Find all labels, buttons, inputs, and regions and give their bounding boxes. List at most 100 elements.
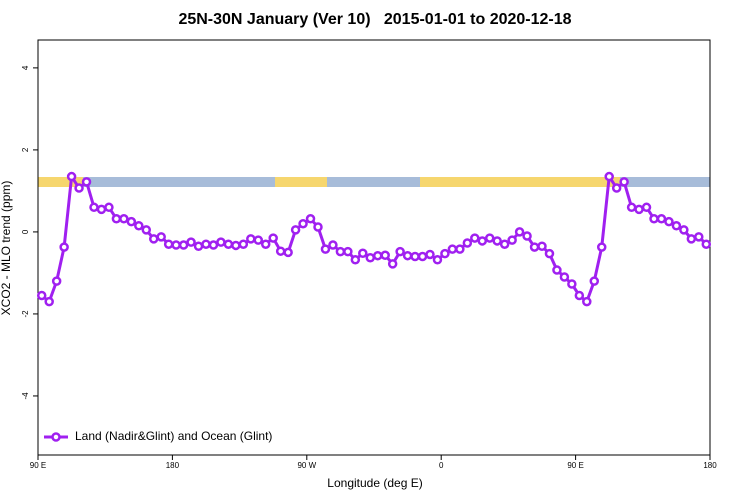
x-tick-label: 0 [439,461,444,470]
data-point [634,204,644,215]
data-point [141,225,152,235]
data-point [298,218,308,229]
data-point [335,246,346,257]
legend-marker [51,432,61,442]
data-point [320,244,331,254]
data-point [343,246,353,257]
land-strip [420,177,620,187]
data-point [604,171,614,182]
y-tick-label: -4 [21,392,30,400]
data-point [470,233,480,243]
data-point [178,240,189,250]
data-point [611,183,622,193]
data-point [313,222,323,232]
data-point [59,242,69,252]
plot-frame [37,39,711,456]
series-line [40,172,708,305]
data-point [552,265,562,275]
land-strip [275,177,327,187]
data-point [440,248,450,259]
land-strip [38,177,83,187]
data-point [574,290,585,301]
data-point [372,250,383,261]
data-point [686,234,697,244]
legend-label: Land (Nadir&Glint) and Ocean (Glint) [75,429,272,443]
data-point [582,296,592,307]
data-point [253,235,264,245]
data-point [163,239,174,249]
y-tick-label: 2 [21,147,30,152]
data-point [246,234,256,244]
data-point [567,279,577,289]
data-point [74,183,84,193]
data-point [626,202,637,213]
y-axis-label: XCO2 - MLO trend (ppm) [0,181,13,316]
y-tick-label: 4 [21,65,30,70]
data-point [402,250,413,261]
x-axis-label: Longitude (deg E) [327,476,422,490]
data-point [36,290,47,301]
data-point [395,246,405,257]
data-point [216,237,226,247]
ocean-strip [38,177,710,187]
data-point [425,249,435,260]
data-point [111,214,122,224]
data-point [171,240,181,250]
data-point [380,250,390,261]
data-point [596,242,607,252]
data-point [260,239,271,249]
data-point [410,251,420,262]
x-tick-label: 180 [166,461,180,470]
map-strip [38,177,710,187]
x-tick-label: 180 [703,461,717,470]
data-point [522,231,532,241]
data-point [417,251,428,262]
data-point [649,214,659,224]
data-point [656,214,667,224]
data-point [96,204,107,215]
data-point [484,233,495,243]
data-point [119,214,129,224]
chart-title: 25N-30N January (Ver 10) 2015-01-01 to 2… [178,11,571,28]
data-point [694,232,704,242]
data-point [44,296,54,307]
data-point [679,225,689,235]
data-point [559,272,570,282]
data-point [462,238,473,248]
y-tick-label: 0 [21,229,30,234]
data-point [104,202,114,213]
data-point [51,276,62,286]
data-point [544,248,555,259]
data-point [148,234,159,244]
data-point [89,202,99,213]
data-point [499,239,510,249]
data-point [350,255,361,265]
data-point [589,276,600,286]
data-point [619,177,629,187]
data-point [290,225,301,235]
data-point [641,202,652,213]
data-point [238,239,249,249]
data-point [275,246,286,256]
data-point [477,236,488,246]
data-point [671,221,682,231]
data-point [223,239,234,249]
data-point [126,216,137,227]
x-tick-label: 90 E [30,461,46,470]
data-point [328,240,338,250]
data-point [537,241,547,252]
x-tick-label: 90 E [567,461,583,470]
data-point [201,239,211,249]
data-point [514,227,525,237]
data-point [208,240,219,250]
x-tick-label: 90 W [297,461,316,470]
data-point [193,241,204,252]
data-point [664,216,674,227]
data-point [387,259,398,269]
data-point [134,221,144,231]
y-tick-label: -2 [21,310,30,318]
data-point [283,247,293,258]
data-point [156,232,166,242]
data-point [701,239,712,249]
